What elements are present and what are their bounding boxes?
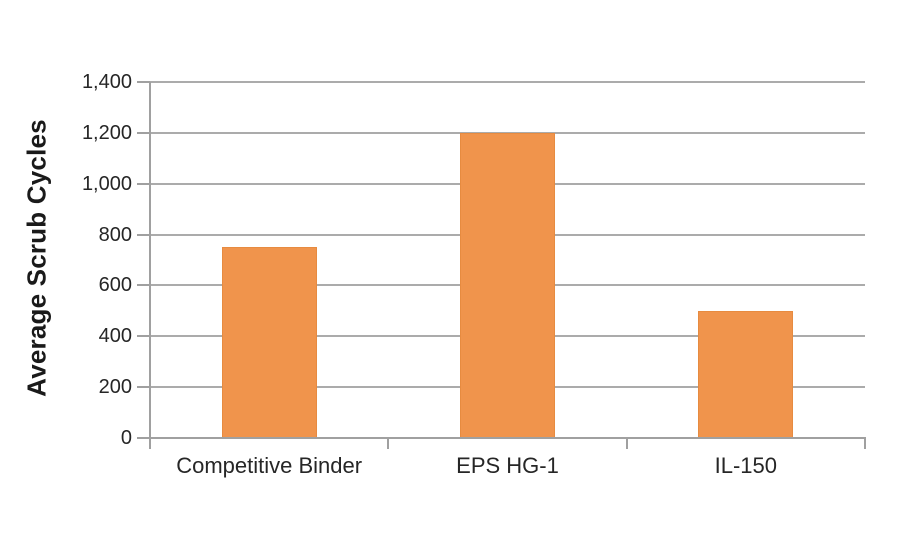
x-tick-mark-0: [149, 439, 151, 449]
x-tick-mark-2: [625, 439, 628, 449]
bar-eps-hg-1: [460, 132, 555, 438]
x-category-label-eps-hg-1: EPS HG-1: [456, 453, 559, 478]
y-tick-label-1400: 1,400: [81, 71, 132, 93]
x-tick-mark-3: [864, 439, 866, 449]
x-category-label-competitive-binder: Competitive Binder: [176, 453, 363, 478]
y-tick-mark-1000: [137, 182, 150, 185]
plot-area: [150, 81, 865, 438]
y-tick-mark-400: [137, 335, 150, 338]
y-tick-label-1200: 1,200: [81, 121, 132, 144]
y-axis-title-text: Average Scrub Cycles: [21, 119, 52, 397]
gridline-y-1200: [150, 131, 865, 134]
y-tick-label-1000: 1,000: [81, 172, 132, 195]
y-tick-mark-200: [137, 386, 150, 389]
y-tick-mark-1400: [137, 81, 150, 83]
y-tick-mark-600: [137, 284, 150, 287]
bar-competitive-binder: [221, 247, 317, 438]
y-tick-mark-1200: [137, 131, 150, 134]
y-axis-line: [149, 82, 151, 439]
y-tick-label-400: 400: [98, 325, 132, 348]
x-axis-line: [150, 437, 866, 439]
y-tick-label-800: 800: [98, 223, 132, 246]
x-tick-mark-1: [387, 439, 390, 449]
bar-il-150: [698, 310, 794, 438]
gridline-y-1400: [150, 81, 865, 83]
y-tick-mark-800: [137, 233, 150, 236]
y-tick-label-600: 600: [98, 274, 132, 297]
y-tick-label-200: 200: [98, 376, 132, 399]
y-tick-mark-0: [137, 437, 150, 439]
x-category-label-il-150: IL-150: [714, 453, 778, 478]
y-tick-label-0: 0: [120, 427, 132, 449]
